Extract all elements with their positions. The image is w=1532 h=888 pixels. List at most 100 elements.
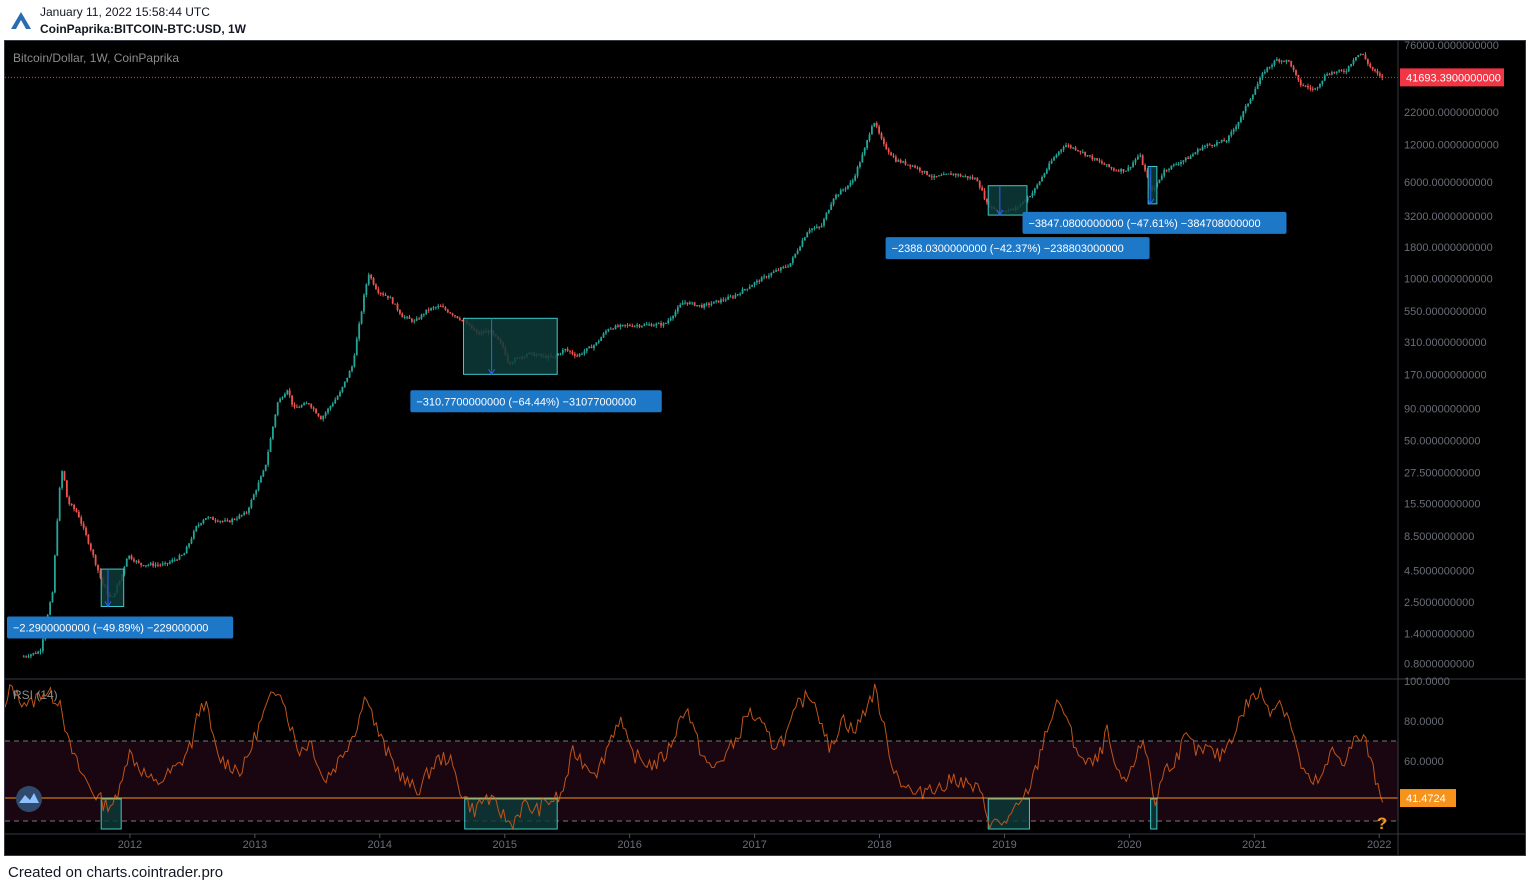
drawdown-label-box[interactable] — [7, 616, 234, 639]
drawdown-label-box[interactable] — [410, 390, 662, 413]
candle-body — [370, 274, 373, 279]
candle-body — [832, 198, 835, 205]
candle-body — [770, 272, 773, 276]
candle-body — [787, 266, 789, 268]
candle-body — [269, 438, 272, 452]
candle-body — [214, 519, 217, 521]
candle-body — [1136, 156, 1139, 160]
arrow-head-icon — [488, 369, 496, 376]
candle-body — [147, 564, 150, 566]
candle-body — [873, 123, 876, 127]
candle-body — [660, 323, 662, 326]
candle-body — [741, 289, 744, 294]
candle-body — [389, 297, 392, 299]
candle-body — [410, 318, 413, 322]
last-price-badge — [1400, 68, 1504, 87]
candle-body — [444, 307, 447, 310]
candle-body — [861, 154, 864, 163]
candle-body — [1290, 60, 1293, 67]
candle-body — [192, 531, 195, 539]
chart-canvas[interactable]: 41.4724? 41693.3900000000 −2.2900000000 (… — [4, 40, 1525, 855]
candle-body — [1163, 169, 1166, 176]
candle-body — [1172, 164, 1175, 166]
candle-body — [1249, 99, 1252, 104]
candle-body — [1366, 59, 1369, 64]
candle-body — [272, 426, 274, 439]
candle-body — [890, 152, 892, 156]
candle-body — [1033, 188, 1036, 193]
drawdown-label-box[interactable] — [1022, 211, 1287, 234]
candle-body — [844, 188, 847, 190]
candle-body — [240, 514, 243, 516]
drawdown-box[interactable] — [100, 568, 125, 607]
candle-body — [576, 355, 579, 357]
chart-frame[interactable]: 41.4724? 41693.3900000000 −2.2900000000 (… — [4, 40, 1526, 856]
candle-body — [300, 405, 303, 408]
candle-body — [1223, 140, 1226, 142]
drawdown-label-box[interactable] — [885, 237, 1150, 260]
candle-body — [791, 257, 794, 264]
candle-body — [595, 342, 598, 346]
candle-body — [909, 164, 912, 167]
candle-body — [614, 325, 617, 330]
time-tick-label: 2016 — [617, 839, 641, 851]
candle-body — [231, 519, 234, 523]
candle-body — [319, 416, 322, 420]
candle-body — [1168, 169, 1170, 171]
candle-body — [178, 555, 181, 560]
candle-body — [842, 189, 845, 191]
candle-body — [751, 285, 754, 287]
drawdown-box[interactable] — [1147, 165, 1158, 205]
candle-body — [1335, 71, 1338, 73]
candle-body — [763, 276, 765, 278]
candle-body — [648, 324, 650, 326]
candle-body — [1273, 60, 1276, 66]
candle-body — [1134, 159, 1137, 163]
candle-body — [1263, 71, 1266, 74]
candle-body — [641, 325, 643, 327]
rsi-oversold-box[interactable] — [100, 798, 122, 830]
candle-body — [557, 353, 559, 356]
candle-body — [823, 219, 825, 226]
candle-body — [1354, 57, 1357, 61]
candle-body — [1256, 83, 1259, 90]
candle-body — [775, 270, 777, 272]
candle-body — [1352, 60, 1355, 64]
drawdown-box[interactable] — [463, 317, 558, 375]
candle-body — [446, 309, 449, 313]
candle-body — [609, 328, 612, 330]
candle-body — [295, 406, 298, 408]
candle-body — [1067, 145, 1070, 147]
drawdown-annotations[interactable]: 41693.3900000000 −2.2900000000 (−49.89%) … — [5, 68, 1504, 812]
candle-body — [458, 318, 461, 320]
candle-body — [1184, 157, 1187, 161]
price-tick-label: 6000.0000000000 — [1404, 177, 1493, 189]
price-tick-label: 4.5000000000 — [1404, 565, 1474, 577]
candle-body — [1292, 66, 1295, 70]
candle-body — [782, 266, 785, 268]
candle-body — [588, 346, 591, 349]
candle-body — [360, 311, 363, 324]
candle-body — [250, 499, 253, 508]
chart-type-icon[interactable] — [16, 786, 42, 812]
candle-body — [1220, 140, 1223, 143]
candle-body — [1053, 157, 1055, 161]
candle-body — [1043, 173, 1046, 177]
candle-body — [125, 558, 128, 567]
candle-body — [22, 656, 25, 658]
candle-body — [154, 564, 157, 566]
candle-body — [442, 306, 444, 308]
candle-body — [1108, 164, 1111, 168]
candle-body — [753, 282, 756, 286]
candle-body — [863, 148, 866, 155]
candle-body — [248, 507, 250, 513]
drawdown-box[interactable] — [987, 185, 1028, 216]
rsi-oversold-box[interactable] — [987, 798, 1030, 830]
candle-body — [260, 476, 262, 483]
rsi-current-value: 41.4724 — [1406, 793, 1446, 805]
candle-body — [1232, 129, 1235, 132]
price-tick-label: 0.8000000000 — [1404, 658, 1474, 670]
candle-body — [590, 346, 593, 349]
candle-body — [674, 311, 677, 316]
candle-body — [720, 299, 722, 303]
